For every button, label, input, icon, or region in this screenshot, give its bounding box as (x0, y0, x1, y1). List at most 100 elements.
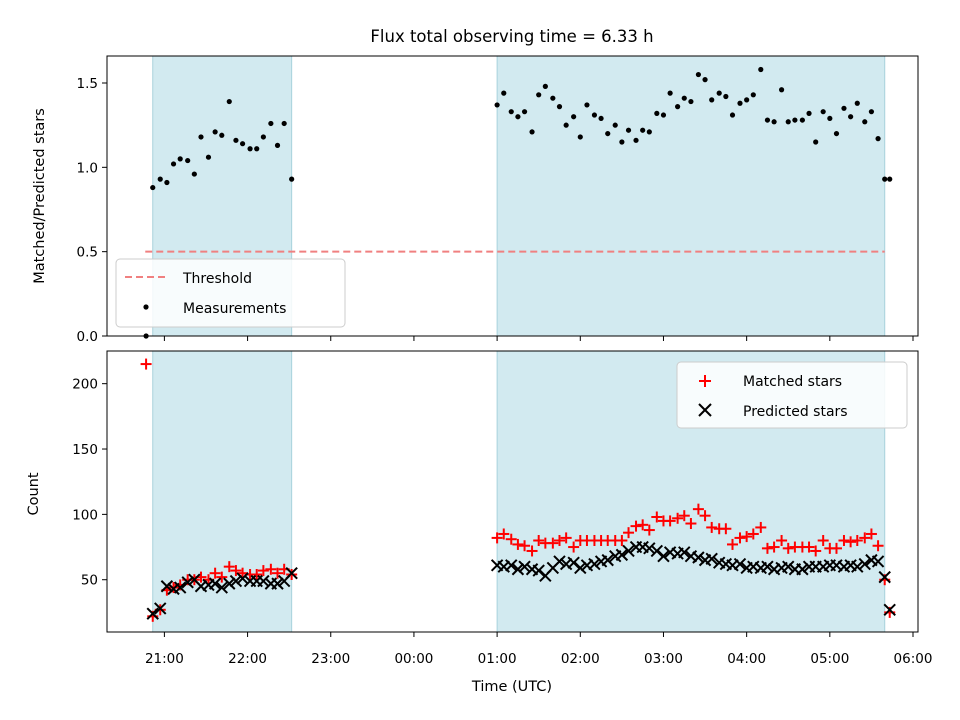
bottom-legend-box (676, 361, 908, 429)
matched-star-point (830, 542, 842, 554)
matched-star-point (747, 528, 759, 540)
y-tick-label: 100 (72, 507, 98, 523)
matched-star-point (553, 535, 565, 547)
predicted-star-point (229, 574, 243, 588)
measurement-point (785, 119, 791, 125)
matched-star-point (664, 515, 676, 527)
measurement-point (219, 132, 225, 138)
measurement-point (688, 98, 694, 105)
x-tick-label: 04:00 (727, 651, 766, 667)
matched-star-point (817, 535, 829, 547)
matched-star-point (491, 532, 503, 544)
matched-star-point (251, 568, 263, 580)
matched-star-point (699, 510, 711, 522)
matched-star-point (623, 527, 635, 539)
matched-star-point (761, 542, 773, 554)
x-tick-label: 06:00 (894, 651, 933, 667)
matched-star-point (810, 545, 822, 557)
measurement-point (177, 156, 183, 162)
x-tick-label: 03:00 (644, 651, 683, 667)
measurement-point (737, 100, 743, 106)
measurement-point (550, 95, 556, 101)
measurement-point (820, 109, 826, 115)
predicted-star-point (622, 544, 635, 558)
measurement-point (226, 98, 232, 105)
measurement-point (778, 87, 785, 93)
predicted-star-point (518, 560, 531, 573)
matched-star-point (782, 542, 794, 554)
matched-star-point (519, 540, 531, 552)
matched-star-point (859, 532, 871, 544)
matched-star-point (498, 528, 510, 540)
measurement-point (212, 129, 218, 135)
predicted-star-point (181, 576, 194, 589)
matched-star-point (851, 535, 863, 547)
matched-star-point (692, 503, 704, 515)
measurement-point (529, 129, 535, 135)
measurement-point (709, 97, 715, 103)
predicted-star-point (782, 560, 795, 573)
predicted-star-point (223, 577, 236, 590)
predicted-star-point (796, 563, 809, 576)
predicted-legend-swatch (698, 403, 712, 417)
matched-star-point (257, 565, 269, 577)
top-legend: Threshold Measurements (115, 258, 346, 328)
matched-legend-label: Matched stars (743, 374, 842, 390)
matched-star-point (533, 535, 545, 547)
matched-star-point (223, 561, 235, 573)
measurement-point (268, 120, 274, 127)
measurement-point (605, 130, 611, 137)
measurement-point (660, 112, 667, 118)
matched-star-point (768, 541, 780, 553)
matched-star-point (755, 521, 767, 533)
measurement-point (633, 137, 639, 143)
matched-star-point (209, 567, 221, 579)
predicted-legend-label: Predicted stars (743, 404, 848, 420)
y-tick-label: 1.0 (77, 160, 98, 176)
predicted-star-point (858, 557, 871, 571)
threshold-legend-label: Threshold (182, 271, 252, 287)
measurement-point (501, 90, 507, 96)
matched-star-point (637, 519, 649, 531)
measurement-point (716, 90, 722, 96)
predicted-star-point (154, 602, 167, 615)
measurement-point (695, 71, 702, 78)
measurement-point (681, 95, 687, 101)
measurement-point (164, 179, 170, 186)
predicted-star-point (657, 549, 670, 563)
top-axes-frame (106, 55, 919, 337)
predicted-star-point (271, 577, 284, 590)
predicted-star-point (650, 544, 664, 558)
predicted-star-point (643, 542, 656, 555)
measurement-point (887, 176, 893, 182)
predicted-star-point (871, 555, 885, 568)
measurement-point (750, 92, 756, 98)
measurement-point (571, 114, 577, 120)
measurement-point (198, 134, 204, 140)
measurement-point (640, 127, 646, 133)
measurement-point (185, 157, 191, 164)
matched-star-point (803, 541, 815, 553)
matched-star-point (845, 536, 857, 548)
predicted-star-point (878, 570, 891, 584)
measurement-point (646, 129, 652, 135)
measurement-point (702, 77, 708, 83)
count-panel: 50 100 150 200 21:00 22:00 23:00 00:00 01:00 02:… (26, 350, 933, 695)
matched-star-point (685, 518, 697, 530)
y-tick-label: 0.5 (77, 245, 98, 261)
matched-star-point (865, 528, 877, 540)
measurement-point (729, 112, 736, 118)
measurement-point (744, 97, 750, 103)
x-tick-label: 21:00 (145, 651, 184, 667)
measurement-point (150, 184, 156, 191)
predicted-star-point (160, 580, 174, 593)
measurement-point (247, 146, 253, 152)
bottom-y-axis-label: Count (26, 472, 42, 515)
predicted-star-point (215, 581, 228, 594)
x-tick-label: 01:00 (478, 651, 517, 667)
top-x-ticks (163, 336, 914, 341)
count-points (140, 358, 896, 622)
x-tick-label: 00:00 (394, 651, 433, 667)
measurement-point (868, 109, 875, 115)
